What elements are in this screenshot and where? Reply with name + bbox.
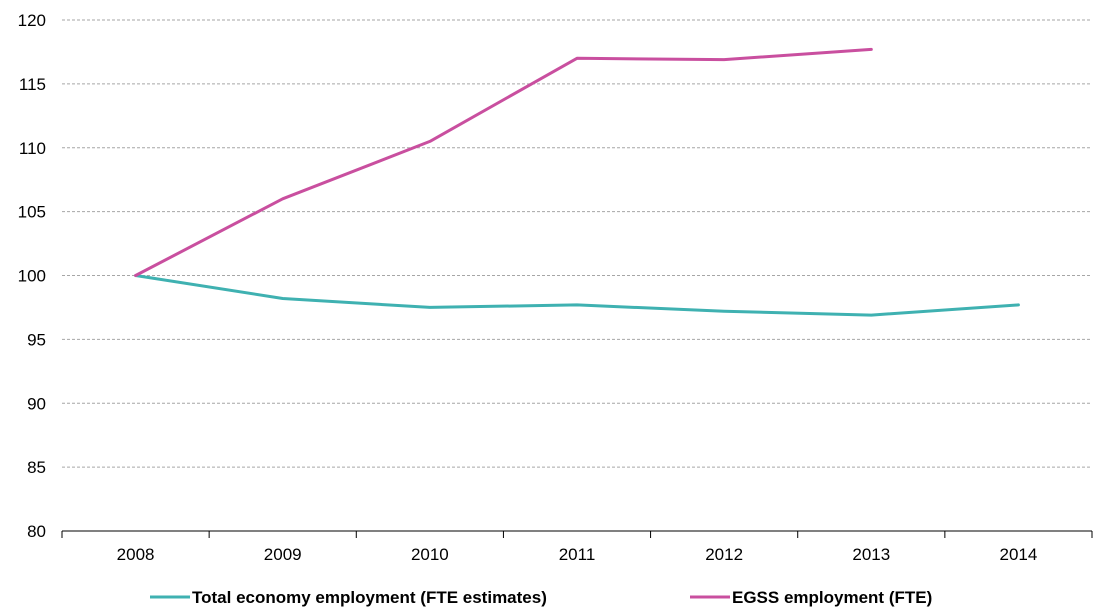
legend-label-1: Total economy employment (FTE estimates)	[192, 588, 547, 607]
legend-label-2: EGSS employment (FTE)	[732, 588, 932, 607]
y-tick-label-105: 105	[18, 203, 46, 222]
y-tick-label-115: 115	[19, 75, 46, 94]
y-tick-label-120: 120	[18, 11, 46, 30]
x-tick-label-2008: 2008	[117, 545, 155, 564]
y-tick-label-95: 95	[27, 330, 46, 349]
y-tick-label-85: 85	[27, 458, 46, 477]
x-tick-label-2009: 2009	[264, 545, 302, 564]
x-tick-label-2011: 2011	[559, 545, 596, 564]
x-tick-label-2014: 2014	[1000, 545, 1038, 564]
x-tick-label-2012: 2012	[705, 545, 743, 564]
series-line-1	[134, 274, 1020, 317]
y-tick-label-110: 110	[19, 139, 46, 158]
series-line-2	[134, 47, 873, 277]
y-tick-label-90: 90	[27, 394, 46, 413]
x-tick-label-2013: 2013	[852, 545, 890, 564]
y-tick-label-80: 80	[27, 522, 46, 541]
x-tick-label-2010: 2010	[411, 545, 449, 564]
y-tick-label-100: 100	[18, 267, 46, 286]
